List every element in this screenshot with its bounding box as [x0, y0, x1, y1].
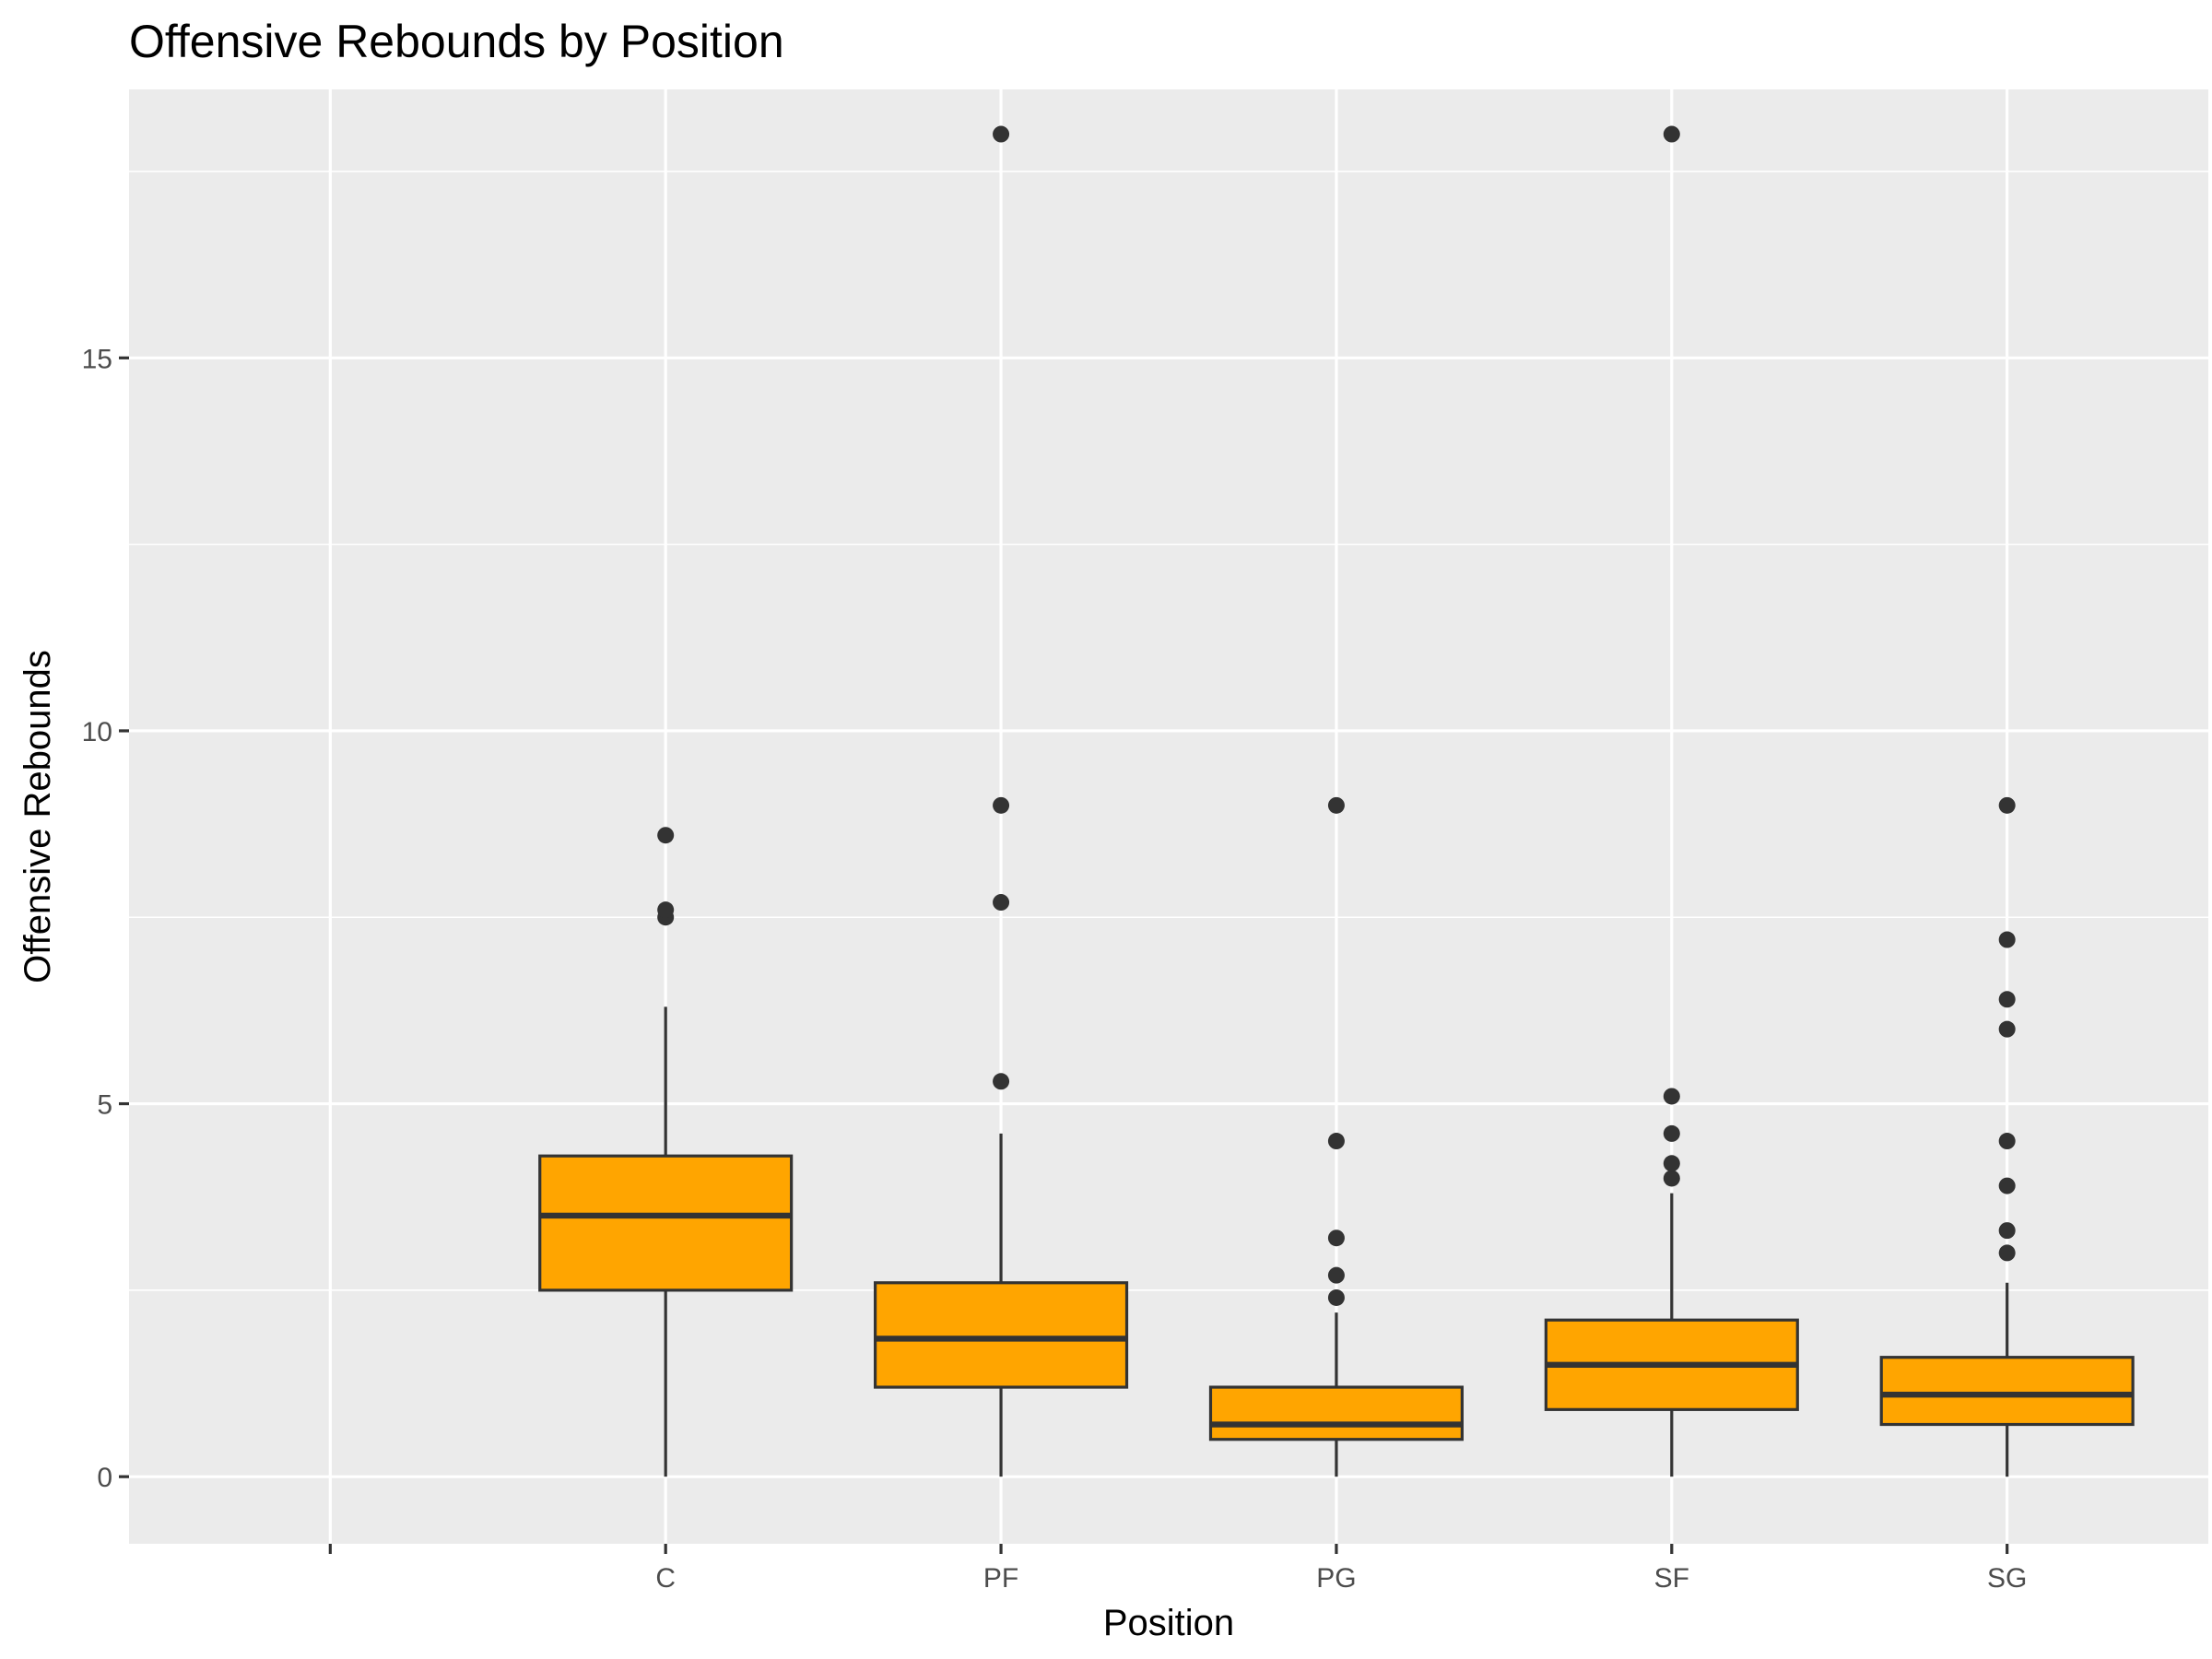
x-tick-label: SG: [1987, 1563, 2027, 1594]
minor-gridlines: [129, 171, 2208, 1291]
box-iqr: [874, 1281, 1129, 1389]
chart-title: Offensive Rebounds by Position: [129, 16, 784, 67]
outlier-point: [1327, 1133, 1345, 1150]
x-tick-label: PF: [983, 1563, 1018, 1594]
outlier-point: [1663, 1155, 1680, 1172]
y-tick-label: 0: [97, 1463, 112, 1493]
y-tick-label: 10: [82, 717, 112, 747]
box-iqr: [538, 1154, 794, 1292]
outlier-point: [1663, 1124, 1680, 1142]
box-series: [538, 125, 2135, 1477]
outlier-point: [993, 1073, 1010, 1090]
y-tick-label: 5: [97, 1090, 112, 1121]
x-axis: C PF PG SF SG: [328, 1544, 2027, 1594]
outlier-point: [1327, 1288, 1345, 1306]
box-iqr: [1208, 1385, 1464, 1441]
box-iqr: [1879, 1356, 2135, 1427]
outlier-point: [657, 827, 675, 844]
outlier-point: [1998, 1244, 2016, 1262]
x-tick-label: SF: [1654, 1563, 1689, 1594]
box-sg: [1879, 796, 2135, 1477]
box-c: [538, 827, 794, 1477]
outlier-point: [1998, 931, 2016, 948]
outlier-point: [1998, 1133, 2016, 1150]
outlier-point: [1663, 125, 1680, 143]
outlier-point: [993, 125, 1010, 143]
outlier-point: [1998, 1020, 2016, 1038]
y-axis-title: Offensive Rebounds: [18, 650, 58, 983]
outlier-point: [1998, 796, 2016, 814]
outlier-point: [657, 901, 675, 919]
x-tick-label: C: [655, 1563, 676, 1594]
outlier-point: [1327, 796, 1345, 814]
outlier-point: [993, 894, 1010, 912]
outlier-point: [1327, 1266, 1345, 1284]
outlier-point: [1327, 1230, 1345, 1247]
box-pg: [1208, 796, 1464, 1477]
box-pf: [874, 125, 1129, 1477]
y-axis: 0 5 10 15: [82, 344, 129, 1493]
outlier-point: [1998, 1222, 2016, 1240]
outlier-point: [1998, 1177, 2016, 1194]
x-axis-title: Position: [1103, 1603, 1234, 1643]
y-tick-label: 15: [82, 344, 112, 374]
box-sf: [1544, 125, 1799, 1477]
x-tick-label: PG: [1316, 1563, 1356, 1594]
outlier-point: [993, 796, 1010, 814]
outlier-point: [1663, 1088, 1680, 1105]
plot-panel: [129, 89, 2208, 1544]
outlier-point: [1998, 991, 2016, 1008]
outlier-point: [1663, 1170, 1680, 1187]
